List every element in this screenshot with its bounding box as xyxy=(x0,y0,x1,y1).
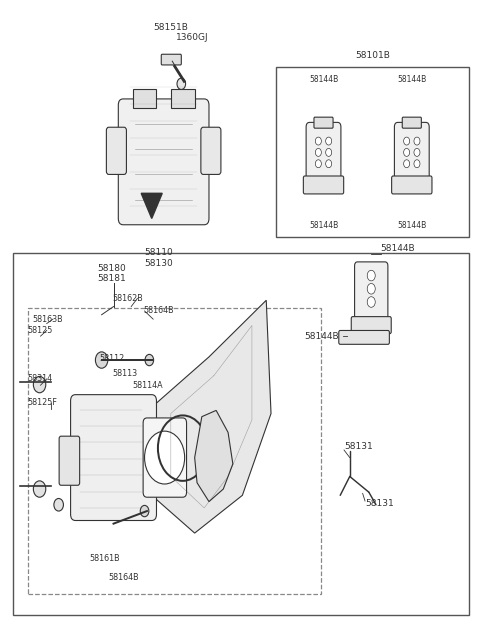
Text: 58101B: 58101B xyxy=(355,51,390,60)
Text: 58163B: 58163B xyxy=(33,315,63,324)
Text: 58110: 58110 xyxy=(144,248,173,257)
Bar xyxy=(28,308,321,594)
FancyBboxPatch shape xyxy=(107,127,126,174)
Text: 58164B: 58164B xyxy=(109,573,139,581)
Text: 1360GJ: 1360GJ xyxy=(176,33,208,42)
FancyBboxPatch shape xyxy=(314,117,333,128)
Circle shape xyxy=(315,149,322,156)
Text: 58113: 58113 xyxy=(112,369,137,379)
Text: 58144B: 58144B xyxy=(397,75,426,84)
Circle shape xyxy=(54,499,63,511)
Circle shape xyxy=(325,149,332,156)
Circle shape xyxy=(144,431,185,484)
Text: 58164B: 58164B xyxy=(144,307,174,315)
Circle shape xyxy=(367,296,375,307)
Text: 58131: 58131 xyxy=(344,442,373,451)
Text: 58151B: 58151B xyxy=(154,23,188,32)
Circle shape xyxy=(404,160,409,167)
Text: 58314: 58314 xyxy=(28,374,53,384)
Circle shape xyxy=(96,352,108,368)
Circle shape xyxy=(315,137,322,145)
FancyBboxPatch shape xyxy=(118,99,209,225)
FancyBboxPatch shape xyxy=(306,123,341,183)
Text: 58144B: 58144B xyxy=(381,244,415,253)
Bar xyxy=(276,68,469,238)
Text: 58131: 58131 xyxy=(365,499,394,508)
Circle shape xyxy=(404,137,409,145)
FancyBboxPatch shape xyxy=(201,127,221,174)
Text: 58162B: 58162B xyxy=(112,294,143,303)
FancyBboxPatch shape xyxy=(303,176,344,194)
Text: 58114A: 58114A xyxy=(132,380,163,390)
Circle shape xyxy=(34,481,46,497)
Circle shape xyxy=(145,355,154,366)
Text: 58125F: 58125F xyxy=(28,398,58,408)
Circle shape xyxy=(414,160,420,167)
FancyBboxPatch shape xyxy=(339,331,389,344)
Text: 58180: 58180 xyxy=(97,264,126,273)
Text: 58125: 58125 xyxy=(28,326,53,335)
FancyBboxPatch shape xyxy=(351,317,391,334)
Text: 58130: 58130 xyxy=(144,259,173,269)
Polygon shape xyxy=(195,410,233,502)
Bar xyxy=(132,90,156,108)
Circle shape xyxy=(367,284,375,294)
Bar xyxy=(13,253,469,615)
Circle shape xyxy=(367,270,375,281)
Text: 58144B: 58144B xyxy=(304,332,339,341)
FancyBboxPatch shape xyxy=(392,176,432,194)
Circle shape xyxy=(414,149,420,156)
Text: 58144B: 58144B xyxy=(397,221,426,230)
Text: 58112: 58112 xyxy=(99,355,124,363)
Polygon shape xyxy=(152,300,271,533)
Text: 58144B: 58144B xyxy=(309,221,338,230)
Text: 58181: 58181 xyxy=(97,274,126,283)
Circle shape xyxy=(414,137,420,145)
FancyBboxPatch shape xyxy=(355,262,388,322)
Polygon shape xyxy=(141,193,162,219)
Circle shape xyxy=(404,149,409,156)
Circle shape xyxy=(325,137,332,145)
FancyBboxPatch shape xyxy=(71,394,156,521)
FancyBboxPatch shape xyxy=(161,54,181,65)
Circle shape xyxy=(177,78,186,90)
FancyBboxPatch shape xyxy=(402,117,421,128)
FancyBboxPatch shape xyxy=(395,123,429,183)
FancyBboxPatch shape xyxy=(143,418,187,497)
Bar xyxy=(171,90,195,108)
Circle shape xyxy=(315,160,322,167)
Circle shape xyxy=(325,160,332,167)
Circle shape xyxy=(34,377,46,392)
FancyBboxPatch shape xyxy=(59,436,80,485)
Text: 58161B: 58161B xyxy=(90,554,120,562)
Text: 58144B: 58144B xyxy=(309,75,338,84)
Circle shape xyxy=(140,506,149,517)
